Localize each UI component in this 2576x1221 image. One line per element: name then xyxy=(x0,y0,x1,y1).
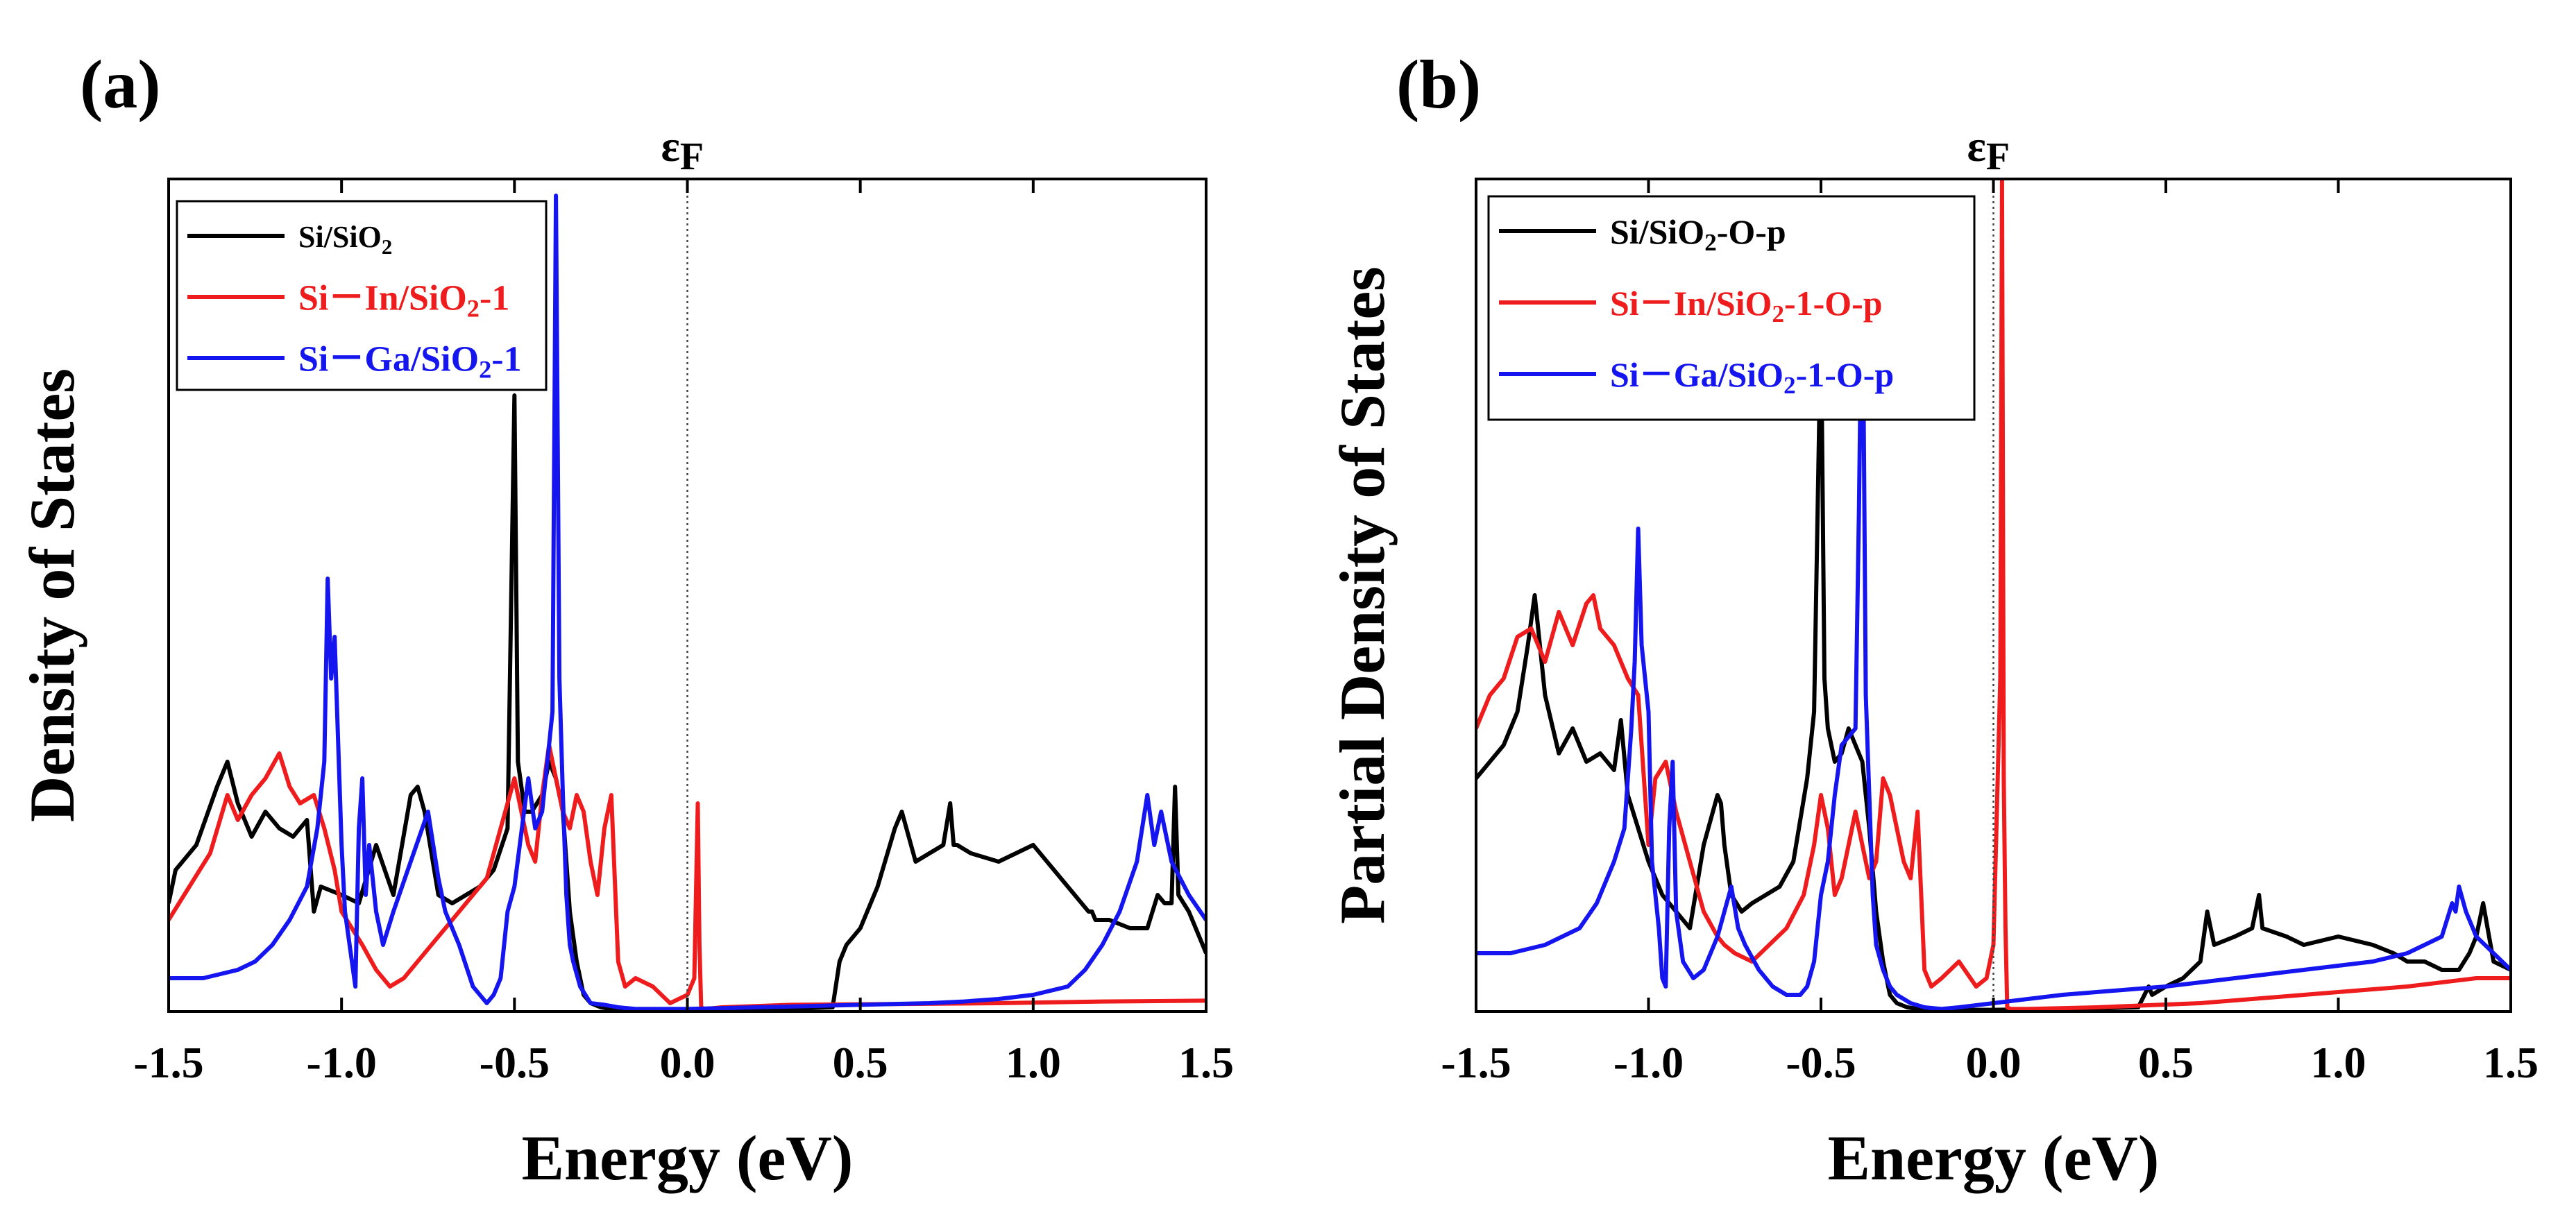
x-tick-label-2: -0.5 xyxy=(480,1038,550,1087)
series-line-2 xyxy=(1476,235,2511,1011)
legend: Si/SiO2 Si－In/SiO2-1 Si－Ga/SiO2-1 xyxy=(176,200,548,391)
legend-entry-1: Si－In/SiO2-1-O-p xyxy=(1610,284,1883,327)
legend: Si/SiO2-O-p Si－In/SiO2-1-O-p Si－Ga/SiO2-1-… xyxy=(1487,195,1976,421)
x-tick-label-5: 1.0 xyxy=(1006,1038,1061,1087)
series-group xyxy=(169,194,1206,1011)
series-group xyxy=(1476,179,2511,1011)
series-line-0 xyxy=(1476,318,2511,1011)
x-tick-label-1: -1.0 xyxy=(307,1038,377,1087)
panel-label: (b) xyxy=(1396,46,1481,123)
x-tick-label-3: 0.0 xyxy=(1966,1038,2022,1087)
y-axis-label: Density of States xyxy=(17,368,87,822)
x-tick-label-2: -0.5 xyxy=(1786,1038,1856,1087)
x-tick-label-3: 0.0 xyxy=(660,1038,715,1087)
panel-label: (a) xyxy=(80,46,161,123)
panel-b: (b) εF -1.5 -1.0 -0.5 0.0 0.5 1.0 1.5 Energy (eV)… xyxy=(1327,46,2539,1193)
x-axis-label: Energy (eV) xyxy=(1828,1122,2160,1193)
legend-entry-2: Si－Ga/SiO2-1-O-p xyxy=(1610,355,1894,399)
x-tick-label-6: 1.5 xyxy=(1178,1038,1234,1087)
x-tick-label-0: -1.5 xyxy=(133,1038,203,1087)
x-tick-label-4: 0.5 xyxy=(833,1038,888,1087)
x-tick-label-1: -1.0 xyxy=(1613,1038,1684,1087)
legend-box xyxy=(1487,195,1976,421)
legend-entry-2: Si－Ga/SiO2-1 xyxy=(298,340,522,384)
x-tick-label-6: 1.5 xyxy=(2483,1038,2539,1087)
panel-a: (a) εF -1.5 -1.0 -0.5 0.0 0.5 1.0 1.5 Energy (eV)… xyxy=(17,46,1234,1193)
x-tick-label-0: -1.5 xyxy=(1441,1038,1511,1087)
legend-entry-1: Si－In/SiO2-1 xyxy=(298,279,509,323)
legend-entry-0: Si/SiO2-O-p xyxy=(1610,212,1786,256)
series-line-2 xyxy=(169,194,1206,1011)
x-tick-label-4: 0.5 xyxy=(2138,1038,2194,1087)
x-axis-label: Energy (eV) xyxy=(522,1122,854,1193)
fermi-label: εF xyxy=(1967,121,2010,178)
series-line-1 xyxy=(1476,179,2511,1011)
fermi-label: εF xyxy=(661,121,704,178)
x-tick-label-5: 1.0 xyxy=(2311,1038,2366,1087)
series-line-1 xyxy=(169,743,1206,1011)
y-axis-label: Partial Density of States xyxy=(1327,266,1398,924)
legend-entry-0: Si/SiO2 xyxy=(298,220,392,259)
